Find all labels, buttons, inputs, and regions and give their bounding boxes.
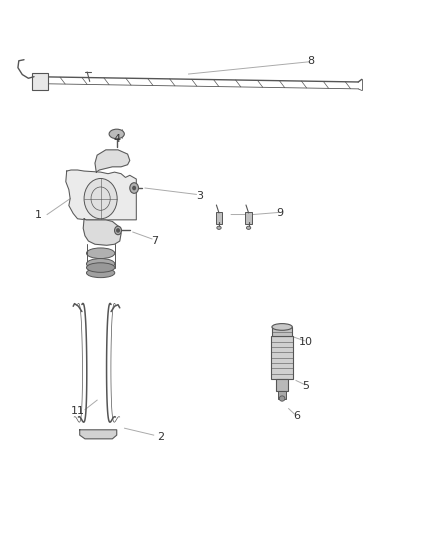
Text: 9: 9	[276, 208, 283, 219]
Text: 2: 2	[157, 432, 164, 442]
Polygon shape	[66, 170, 136, 220]
Circle shape	[84, 179, 117, 219]
Ellipse shape	[247, 226, 251, 229]
Circle shape	[133, 187, 135, 190]
Text: 4: 4	[113, 134, 120, 144]
Text: 7: 7	[151, 236, 158, 246]
Circle shape	[115, 226, 121, 235]
FancyBboxPatch shape	[32, 73, 48, 90]
Ellipse shape	[86, 268, 115, 278]
Polygon shape	[80, 430, 117, 439]
Ellipse shape	[272, 324, 292, 330]
FancyBboxPatch shape	[272, 327, 292, 336]
Circle shape	[130, 183, 138, 193]
Text: 5: 5	[303, 381, 310, 391]
FancyBboxPatch shape	[271, 336, 293, 379]
Text: 1: 1	[35, 209, 42, 220]
Text: 3: 3	[196, 191, 203, 201]
Text: 10: 10	[299, 337, 313, 347]
Ellipse shape	[86, 248, 115, 259]
Ellipse shape	[217, 226, 221, 229]
Ellipse shape	[109, 129, 124, 139]
Polygon shape	[83, 219, 121, 245]
Text: 11: 11	[71, 406, 85, 416]
Circle shape	[117, 229, 119, 232]
Ellipse shape	[279, 396, 285, 401]
FancyBboxPatch shape	[276, 379, 289, 391]
Text: 6: 6	[293, 411, 300, 421]
FancyBboxPatch shape	[245, 212, 252, 223]
Polygon shape	[95, 150, 130, 172]
Ellipse shape	[86, 263, 115, 272]
FancyBboxPatch shape	[215, 212, 223, 223]
Ellipse shape	[86, 259, 115, 269]
Text: 8: 8	[307, 56, 314, 66]
FancyBboxPatch shape	[278, 391, 286, 399]
